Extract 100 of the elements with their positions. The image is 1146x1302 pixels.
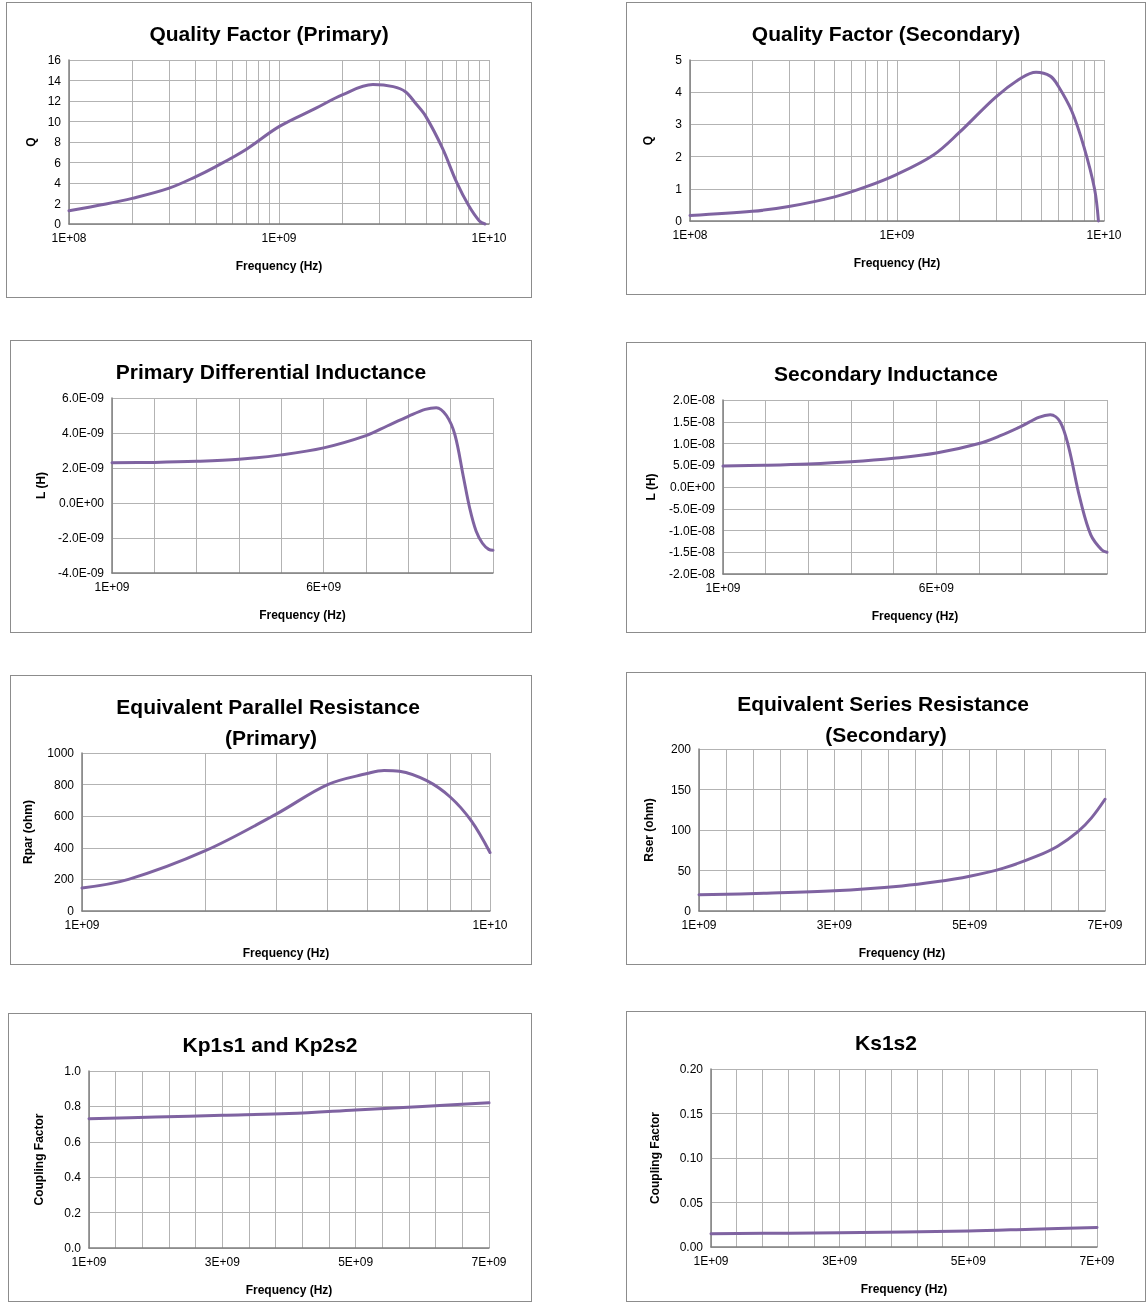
y-tick-label: 6 xyxy=(54,155,62,170)
x-tick-label: 1E+09 xyxy=(705,581,741,595)
y-tick-label: 0.0 xyxy=(64,1241,82,1255)
y-tick-label: 0.10 xyxy=(679,1151,704,1165)
y-axis-title: Rser (ohm) xyxy=(642,798,656,862)
x-tick-label: 1E+09 xyxy=(64,918,100,932)
line-series xyxy=(697,797,1107,897)
y-tick-label: 0 xyxy=(684,904,692,918)
x-tick-label: 7E+09 xyxy=(471,1255,507,1269)
chart-title: Ks1s2 xyxy=(855,1031,917,1054)
y-tick-label: 0.05 xyxy=(679,1195,704,1210)
y-tick-label: 0 xyxy=(675,214,683,228)
x-tick-label: 1E+10 xyxy=(472,918,508,932)
x-axis-title: Frequency (Hz) xyxy=(853,256,941,270)
y-tick-label: 0.8 xyxy=(64,1099,82,1114)
x-tick-label: 5E+09 xyxy=(950,1254,987,1268)
y-tick-label: 0.0E+00 xyxy=(58,496,105,510)
x-tick-label: 1E+09 xyxy=(879,228,915,242)
y-tick-label: 400 xyxy=(53,840,75,855)
y-tick-label: 4 xyxy=(54,176,62,190)
y-tick-label: 0 xyxy=(67,904,75,918)
y-tick-label: 5.0E-09 xyxy=(672,458,716,473)
x-tick-label: 6E+09 xyxy=(918,581,955,595)
x-axis-title: Frequency (Hz) xyxy=(259,608,346,622)
chart-title: Quality Factor (Secondary) xyxy=(751,22,1021,45)
y-tick-label: 150 xyxy=(670,782,692,797)
y-tick-label: 1 xyxy=(675,181,683,196)
chart-title: Primary Differential Inductance xyxy=(115,360,427,383)
x-tick-label: 1E+10 xyxy=(471,231,507,245)
y-tick-label: -2.0E-09 xyxy=(57,531,105,545)
y-tick-label: 2 xyxy=(675,149,683,164)
x-tick-label: 7E+09 xyxy=(1087,918,1123,932)
y-tick-label: 16 xyxy=(47,53,62,67)
y-tick-label: 600 xyxy=(53,809,75,824)
y-tick-label: 10 xyxy=(47,114,62,129)
y-tick-label: 0.6 xyxy=(64,1134,82,1149)
y-axis-title: L (H) xyxy=(34,471,49,500)
y-tick-label: 1.0E-08 xyxy=(672,436,716,451)
x-tick-label: 1E+08 xyxy=(51,231,87,245)
y-tick-label: 0.15 xyxy=(679,1106,704,1121)
y-tick-label: 100 xyxy=(670,823,692,837)
y-tick-label: 12 xyxy=(47,94,62,108)
y-tick-label: 14 xyxy=(47,73,62,88)
x-tick-label: 1E+09 xyxy=(693,1254,729,1268)
y-tick-label: 1.5E-08 xyxy=(672,414,716,429)
y-tick-label: -1.5E-08 xyxy=(668,545,716,560)
x-tick-label: 1E+09 xyxy=(94,580,130,594)
y-tick-label: -2.0E-08 xyxy=(668,567,716,581)
y-tick-label: 200 xyxy=(670,742,692,756)
y-tick-label: 2.0E-08 xyxy=(672,393,716,407)
chart-title: Quality Factor (Primary) xyxy=(149,22,389,45)
y-tick-label: 4.0E-09 xyxy=(61,426,105,440)
x-tick-label: 5E+09 xyxy=(338,1255,374,1269)
y-tick-label: 0.2 xyxy=(64,1205,82,1220)
y-axis-title: Coupling Factor xyxy=(648,1111,662,1204)
x-tick-label: 6E+09 xyxy=(306,580,342,594)
x-axis-title: Frequency (Hz) xyxy=(245,1283,333,1297)
x-axis-title: Frequency (Hz) xyxy=(235,259,323,273)
line-series xyxy=(110,406,495,552)
y-tick-label: 8 xyxy=(54,135,62,149)
x-tick-label: 1E+08 xyxy=(672,228,708,242)
line-series xyxy=(721,413,1109,554)
y-axis-title: Q xyxy=(641,135,655,146)
y-tick-label: 0.4 xyxy=(64,1170,82,1185)
x-tick-label: 5E+09 xyxy=(952,918,988,932)
line-series xyxy=(87,1101,491,1121)
y-axis-title: Coupling Factor xyxy=(32,1113,46,1206)
y-tick-label: 0.20 xyxy=(679,1062,704,1076)
y-axis-title: Rpar (ohm) xyxy=(21,800,35,864)
x-axis-title: Frequency (Hz) xyxy=(871,609,959,623)
chart-title: Equivalent Parallel Resistance (Primary) xyxy=(116,695,426,749)
x-tick-label: 3E+09 xyxy=(822,1254,858,1268)
y-tick-label: -1.0E-08 xyxy=(668,523,716,538)
x-tick-label: 3E+09 xyxy=(204,1255,241,1269)
chart-title: Equivalent Series Resistance (Secondary) xyxy=(737,692,1035,746)
y-axis-title: Q xyxy=(23,137,38,147)
chart-title: Kp1s1 and Kp2s2 xyxy=(182,1033,358,1056)
y-tick-label: 50 xyxy=(677,863,692,878)
y-tick-label: 200 xyxy=(53,872,75,887)
x-tick-label: 1E+09 xyxy=(71,1255,107,1269)
y-tick-label: 4 xyxy=(675,85,683,100)
y-tick-label: 3 xyxy=(675,117,683,132)
y-tick-label: -5.0E-09 xyxy=(668,501,716,516)
y-tick-label: 0.00 xyxy=(679,1240,704,1254)
x-axis-title: Frequency (Hz) xyxy=(242,946,330,960)
y-tick-label: 2 xyxy=(54,196,62,211)
chart-title: Secondary Inductance xyxy=(773,362,999,385)
y-tick-label: -4.0E-09 xyxy=(57,566,105,580)
x-tick-label: 3E+09 xyxy=(816,918,853,932)
line-series xyxy=(709,1225,1099,1236)
y-tick-label: 5 xyxy=(675,53,683,67)
x-tick-label: 1E+09 xyxy=(261,231,297,245)
y-tick-label: 800 xyxy=(53,777,75,792)
x-tick-label: 1E+09 xyxy=(681,918,717,932)
x-axis-title: Frequency (Hz) xyxy=(860,1282,948,1296)
y-tick-label: 1000 xyxy=(47,746,75,760)
x-tick-label: 7E+09 xyxy=(1079,1254,1115,1268)
x-axis-title: Frequency (Hz) xyxy=(858,946,946,960)
y-tick-label: 0.0E+00 xyxy=(669,480,716,494)
y-axis-title: L (H) xyxy=(644,473,658,501)
